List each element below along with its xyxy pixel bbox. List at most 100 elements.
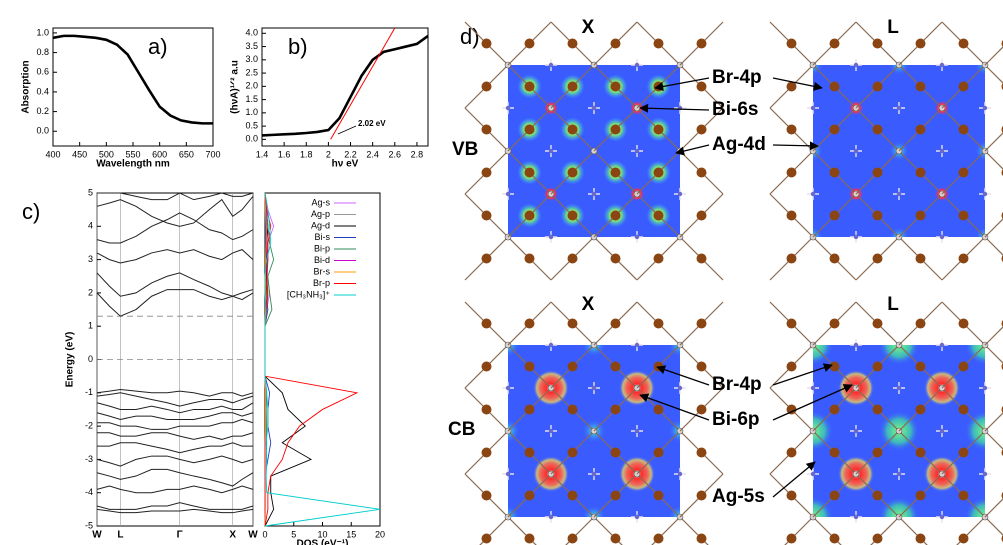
br-atom <box>916 39 926 49</box>
br-atom <box>654 448 664 458</box>
panel-label: c) <box>22 199 40 224</box>
x-tick-label: 2.8 <box>411 149 424 159</box>
br-atom <box>830 448 840 458</box>
x-tick-label: 1.8 <box>300 149 313 159</box>
cation-atom <box>983 106 987 110</box>
br-atom <box>568 448 578 458</box>
br-atom <box>525 168 535 178</box>
br-atom <box>916 82 926 92</box>
cation-atom <box>983 386 987 390</box>
br-atom <box>830 319 840 329</box>
br-atom <box>697 319 707 329</box>
br-atom <box>787 534 797 544</box>
br-atom <box>959 168 969 178</box>
cation-atom <box>854 63 858 67</box>
br-atom <box>697 254 707 264</box>
br-atom <box>611 254 621 264</box>
y-tick-label: 3.0 <box>245 54 258 64</box>
br-atom <box>611 491 621 501</box>
y-tick-label: 3 <box>88 254 93 264</box>
annotation-label: Br-4p <box>712 67 762 88</box>
cation-atom <box>592 386 596 390</box>
br-atom <box>959 39 969 49</box>
br-atom <box>787 362 797 372</box>
br-atom <box>959 211 969 221</box>
br-atom <box>611 125 621 135</box>
density-map <box>465 302 723 545</box>
legend-label: Ag-d <box>311 220 330 230</box>
cation-atom <box>897 472 901 476</box>
br-atom <box>525 39 535 49</box>
x-tick-label: 0 <box>262 529 267 539</box>
cation-atom <box>811 472 815 476</box>
data-line <box>262 36 428 135</box>
y-tick-label: 2 <box>88 287 93 297</box>
legend-label: Br-p <box>313 278 330 288</box>
br-atom <box>611 534 621 544</box>
y-tick-label: 0.5 <box>245 120 258 130</box>
cation-atom <box>854 235 858 239</box>
y-tick-label: 1.0 <box>245 107 258 117</box>
x-tick-label: 400 <box>45 149 60 159</box>
cation-atom <box>549 429 553 433</box>
y-axis-label: Absorption <box>21 60 32 113</box>
br-atom <box>611 319 621 329</box>
br-atom <box>916 254 926 264</box>
br-atom <box>482 125 492 135</box>
cation-atom <box>506 386 510 390</box>
cation-atom <box>592 106 596 110</box>
br-atom <box>873 168 883 178</box>
br-atom <box>830 168 840 178</box>
y-tick-label: 4 <box>88 221 93 231</box>
br-atom <box>697 534 707 544</box>
br-atom <box>482 168 492 178</box>
br-atom <box>830 39 840 49</box>
y-axis-label: (hνA)¹ᐟ² a.u <box>230 60 241 114</box>
br-atom <box>611 405 621 415</box>
annotation-pointer <box>338 126 356 134</box>
br-atom <box>568 491 578 501</box>
br-atom <box>654 168 664 178</box>
br-atom <box>873 211 883 221</box>
y-tick-label: 1 <box>88 321 93 331</box>
br-atom <box>959 319 969 329</box>
br-atom <box>787 125 797 135</box>
br-atom <box>873 254 883 264</box>
data-line <box>53 36 213 124</box>
br-atom <box>482 39 492 49</box>
br-atom <box>830 82 840 92</box>
br-atom <box>916 125 926 135</box>
br-atom <box>873 405 883 415</box>
br-atom <box>916 211 926 221</box>
bond <box>985 388 1003 431</box>
cation-atom <box>940 235 944 239</box>
annotation-arrow <box>773 145 818 146</box>
br-atom <box>568 405 578 415</box>
map-title: L <box>887 294 899 315</box>
map-title: X <box>582 294 595 315</box>
br-atom <box>525 82 535 92</box>
y-tick-label: 0.0 <box>36 126 49 136</box>
bond <box>985 22 1003 65</box>
cation-atom <box>854 429 858 433</box>
plot-frame <box>53 28 213 146</box>
br-atom <box>611 211 621 221</box>
y-tick-label: 0.6 <box>36 67 49 77</box>
density-map <box>770 302 1003 545</box>
x-tick-label: L <box>117 530 123 541</box>
legend-label: Ag-p <box>311 209 330 219</box>
y-tick-label: 1.0 <box>36 27 49 37</box>
y-tick-label: 5 <box>88 187 93 197</box>
cation-atom <box>678 472 682 476</box>
br-atom <box>697 362 707 372</box>
x-tick-label: 700 <box>205 149 220 159</box>
y-tick-label: -5 <box>85 520 93 530</box>
x-axis-label: Wavelength nm <box>96 159 170 170</box>
cation-atom <box>678 192 682 196</box>
br-atom <box>482 319 492 329</box>
br-atom <box>482 448 492 458</box>
br-atom <box>873 319 883 329</box>
y-tick-label: 3.5 <box>245 41 258 51</box>
cation-atom <box>940 429 944 433</box>
br-atom <box>654 491 664 501</box>
